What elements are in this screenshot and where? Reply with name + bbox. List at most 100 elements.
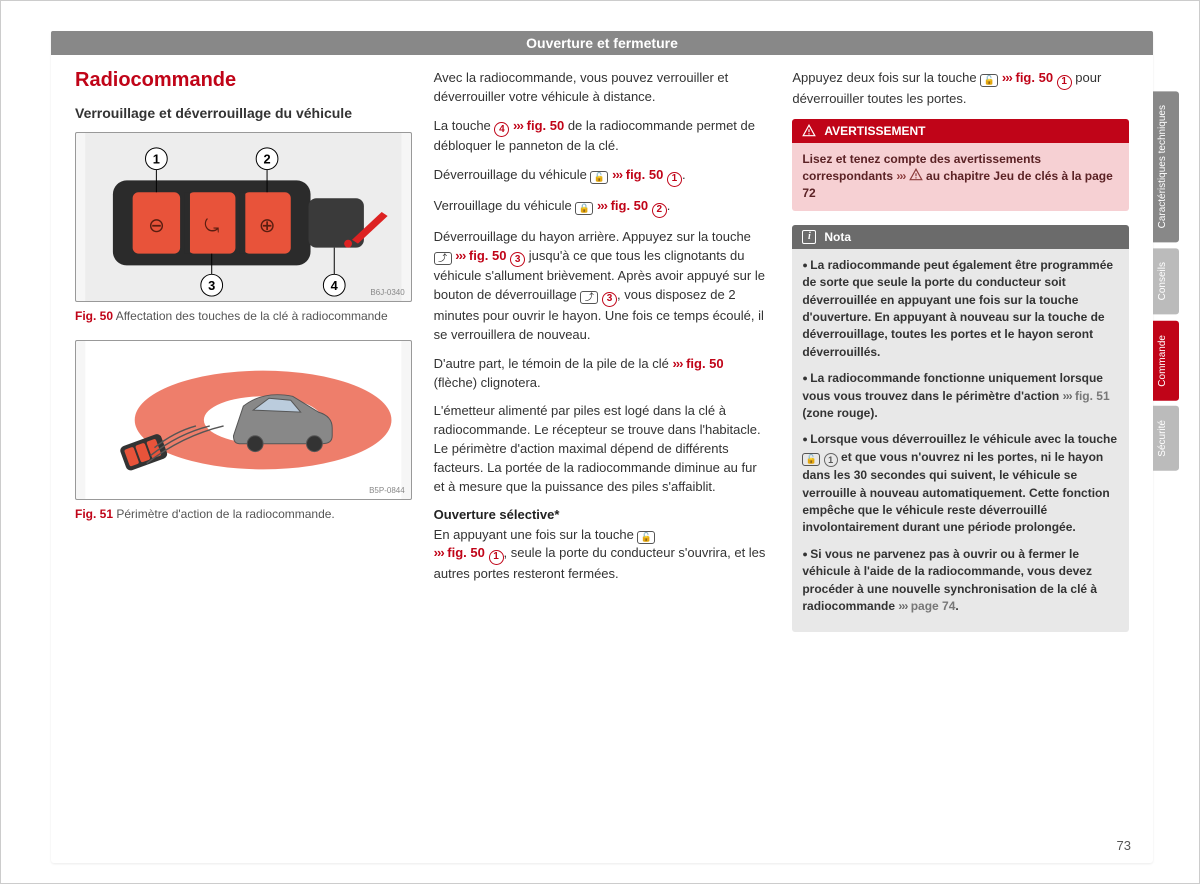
c2-p1: Avec la radiocommande, vous pouvez verro… bbox=[434, 69, 771, 107]
svg-text:2: 2 bbox=[263, 152, 270, 167]
lock-icon: 🔒 bbox=[575, 202, 593, 215]
side-tab-tech[interactable]: Caractéristiques techniques bbox=[1153, 91, 1179, 242]
warning-icon bbox=[909, 168, 923, 182]
svg-text:1: 1 bbox=[153, 152, 160, 167]
figref-link[interactable]: fig. 50 bbox=[611, 198, 649, 213]
figure-51-code: B5P-0844 bbox=[369, 486, 405, 495]
c2-p8: En appuyant une fois sur la touche 🔓 ›››… bbox=[434, 526, 771, 584]
arrows-icon: ››› bbox=[1002, 70, 1012, 85]
page-outer: Ouverture et fermeture Radiocommande Ver… bbox=[0, 0, 1200, 884]
figref-link[interactable]: fig. 51 bbox=[1075, 389, 1110, 403]
svg-text:⊕: ⊕ bbox=[259, 215, 276, 237]
warning-title: AVERTISSEMENT bbox=[824, 124, 925, 138]
column-2: Avec la radiocommande, vous pouvez verro… bbox=[434, 69, 771, 646]
trunk-icon: ⤴ bbox=[580, 291, 598, 304]
figure-50-ref: Fig. 50 bbox=[75, 309, 113, 323]
arrows-icon: ››› bbox=[672, 356, 682, 371]
c2-p6a: D'autre part, le témoin de la pile de la… bbox=[434, 356, 673, 371]
section-subtitle: Verrouillage et déverrouillage du véhicu… bbox=[75, 104, 412, 122]
c3-p1: Appuyez deux fois sur la touche 🔓 ››› fi… bbox=[792, 69, 1129, 109]
figure-50-code: B6J-0340 bbox=[370, 288, 404, 297]
arrows-icon: ››› bbox=[612, 167, 622, 182]
arrows-icon: ››› bbox=[434, 545, 444, 560]
note-item-3: Lorsque vous déverrouillez le véhicule a… bbox=[802, 431, 1119, 536]
callout-3-icon: 3 bbox=[602, 292, 617, 307]
chapter-header: Ouverture et fermeture bbox=[51, 31, 1153, 55]
figure-51-svg bbox=[76, 341, 411, 499]
c2-p3: Déverrouillage du véhicule 🔓 ››› fig. 50… bbox=[434, 166, 771, 187]
c2-p3a: Déverrouillage du véhicule bbox=[434, 167, 591, 182]
note-header: i Nota bbox=[792, 225, 1129, 249]
callout-4-icon: 4 bbox=[494, 122, 509, 137]
arrows-icon: ››› bbox=[597, 198, 607, 213]
c2-p2: La touche 4 ››› fig. 50 de la radiocomma… bbox=[434, 117, 771, 157]
note-li2b: (zone rouge). bbox=[802, 406, 877, 420]
c2-p7: L'émetteur alimenté par piles est logé d… bbox=[434, 402, 771, 496]
c2-p4: Verrouillage du véhicule 🔒 ››› fig. 50 2… bbox=[434, 197, 771, 218]
callout-3-icon: 3 bbox=[510, 252, 525, 267]
note-item-4: Si vous ne parvenez pas à ouvrir ou à fe… bbox=[802, 546, 1119, 616]
callout-1-icon: 1 bbox=[1057, 75, 1072, 90]
figure-51-ref: Fig. 51 bbox=[75, 507, 113, 521]
figure-50-caption: Fig. 50 Affectation des touches de la cl… bbox=[75, 308, 412, 324]
page-link[interactable]: page 74 bbox=[911, 599, 956, 613]
page: Ouverture et fermeture Radiocommande Ver… bbox=[51, 31, 1153, 863]
column-1: Radiocommande Verrouillage et déverrouil… bbox=[75, 69, 412, 646]
note-title: Nota bbox=[824, 230, 851, 244]
column-3: Appuyez deux fois sur la touche 🔓 ››› fi… bbox=[792, 69, 1129, 646]
figref-link[interactable]: fig. 50 bbox=[469, 248, 507, 263]
figure-51-caption: Fig. 51 Périmètre d'action de la radioco… bbox=[75, 506, 412, 522]
callout-1-icon: 1 bbox=[667, 172, 682, 187]
note-body: La radiocommande peut également être pro… bbox=[792, 249, 1129, 633]
c2-p4a: Verrouillage du véhicule bbox=[434, 198, 576, 213]
callout-2-icon: 2 bbox=[652, 203, 667, 218]
note-li3a: Lorsque vous déverrouillez le véhicule a… bbox=[810, 432, 1117, 446]
arrows-icon: ››› bbox=[1063, 389, 1072, 403]
c2-p5: Déverrouillage du hayon arrière. Appuyez… bbox=[434, 228, 771, 345]
callout-1-icon: 1 bbox=[489, 550, 504, 565]
note-li3b: et que vous n'ouvrez ni les portes, ni l… bbox=[802, 450, 1109, 535]
figref-link[interactable]: fig. 50 bbox=[686, 356, 724, 371]
unlock-icon: 🔓 bbox=[802, 453, 820, 466]
c3-p1a: Appuyez deux fois sur la touche bbox=[792, 70, 980, 85]
c2-p8a: En appuyant une fois sur la touche bbox=[434, 527, 638, 542]
unlock-icon: 🔓 bbox=[637, 531, 655, 544]
arrows-icon: ››› bbox=[898, 599, 907, 613]
info-icon: i bbox=[802, 230, 816, 244]
arrows-icon: ››› bbox=[455, 248, 465, 263]
side-tab-commande[interactable]: Commande bbox=[1153, 321, 1179, 401]
figref-link[interactable]: fig. 50 bbox=[527, 118, 565, 133]
warning-icon bbox=[802, 124, 816, 138]
figref-link[interactable]: fig. 50 bbox=[447, 545, 485, 560]
warning-box: AVERTISSEMENT Lisez et tenez compte des … bbox=[792, 119, 1129, 211]
unlock-icon: 🔓 bbox=[590, 171, 608, 184]
section-title: Radiocommande bbox=[75, 69, 412, 92]
svg-text:3: 3 bbox=[208, 278, 215, 293]
figure-50: ⊖ ⤿ ⊕ 1 2 bbox=[75, 132, 412, 302]
side-tabs: Caractéristiques techniques Conseils Com… bbox=[1153, 31, 1179, 863]
trunk-icon: ⤴ bbox=[434, 252, 452, 265]
warning-header: AVERTISSEMENT bbox=[792, 119, 1129, 143]
arrows-icon: ››› bbox=[896, 169, 905, 183]
figure-50-svg: ⊖ ⤿ ⊕ 1 2 bbox=[76, 133, 411, 301]
side-tab-securite[interactable]: Sécurité bbox=[1153, 406, 1179, 471]
arrows-icon: ››› bbox=[513, 118, 523, 133]
c2-p6b: (flèche) clignotera. bbox=[434, 375, 541, 390]
svg-text:⤿: ⤿ bbox=[204, 216, 219, 236]
c2-p5a: Déverrouillage du hayon arrière. Appuyez… bbox=[434, 229, 751, 244]
c2-p2a: La touche bbox=[434, 118, 495, 133]
figure-51: B5P-0844 bbox=[75, 340, 412, 500]
c2-p6: D'autre part, le témoin de la pile de la… bbox=[434, 355, 771, 393]
page-number: 73 bbox=[1117, 838, 1131, 853]
callout-1-icon: 1 bbox=[824, 453, 838, 467]
figure-51-caption-body: Périmètre d'action de la radiocommande. bbox=[116, 507, 334, 521]
figref-link[interactable]: fig. 50 bbox=[1015, 70, 1053, 85]
note-item-2: La radiocommande fonctionne uniquement l… bbox=[802, 370, 1119, 422]
side-tab-conseils[interactable]: Conseils bbox=[1153, 248, 1179, 314]
note-box: i Nota La radiocommande peut également ê… bbox=[792, 225, 1129, 633]
warning-body: Lisez et tenez compte des avertissements… bbox=[792, 143, 1129, 211]
columns: Radiocommande Verrouillage et déverrouil… bbox=[51, 55, 1153, 656]
figref-link[interactable]: fig. 50 bbox=[626, 167, 664, 182]
note-li2a: La radiocommande fonctionne uniquement l… bbox=[802, 371, 1103, 402]
c2-h2: Ouverture sélective* bbox=[434, 507, 771, 522]
